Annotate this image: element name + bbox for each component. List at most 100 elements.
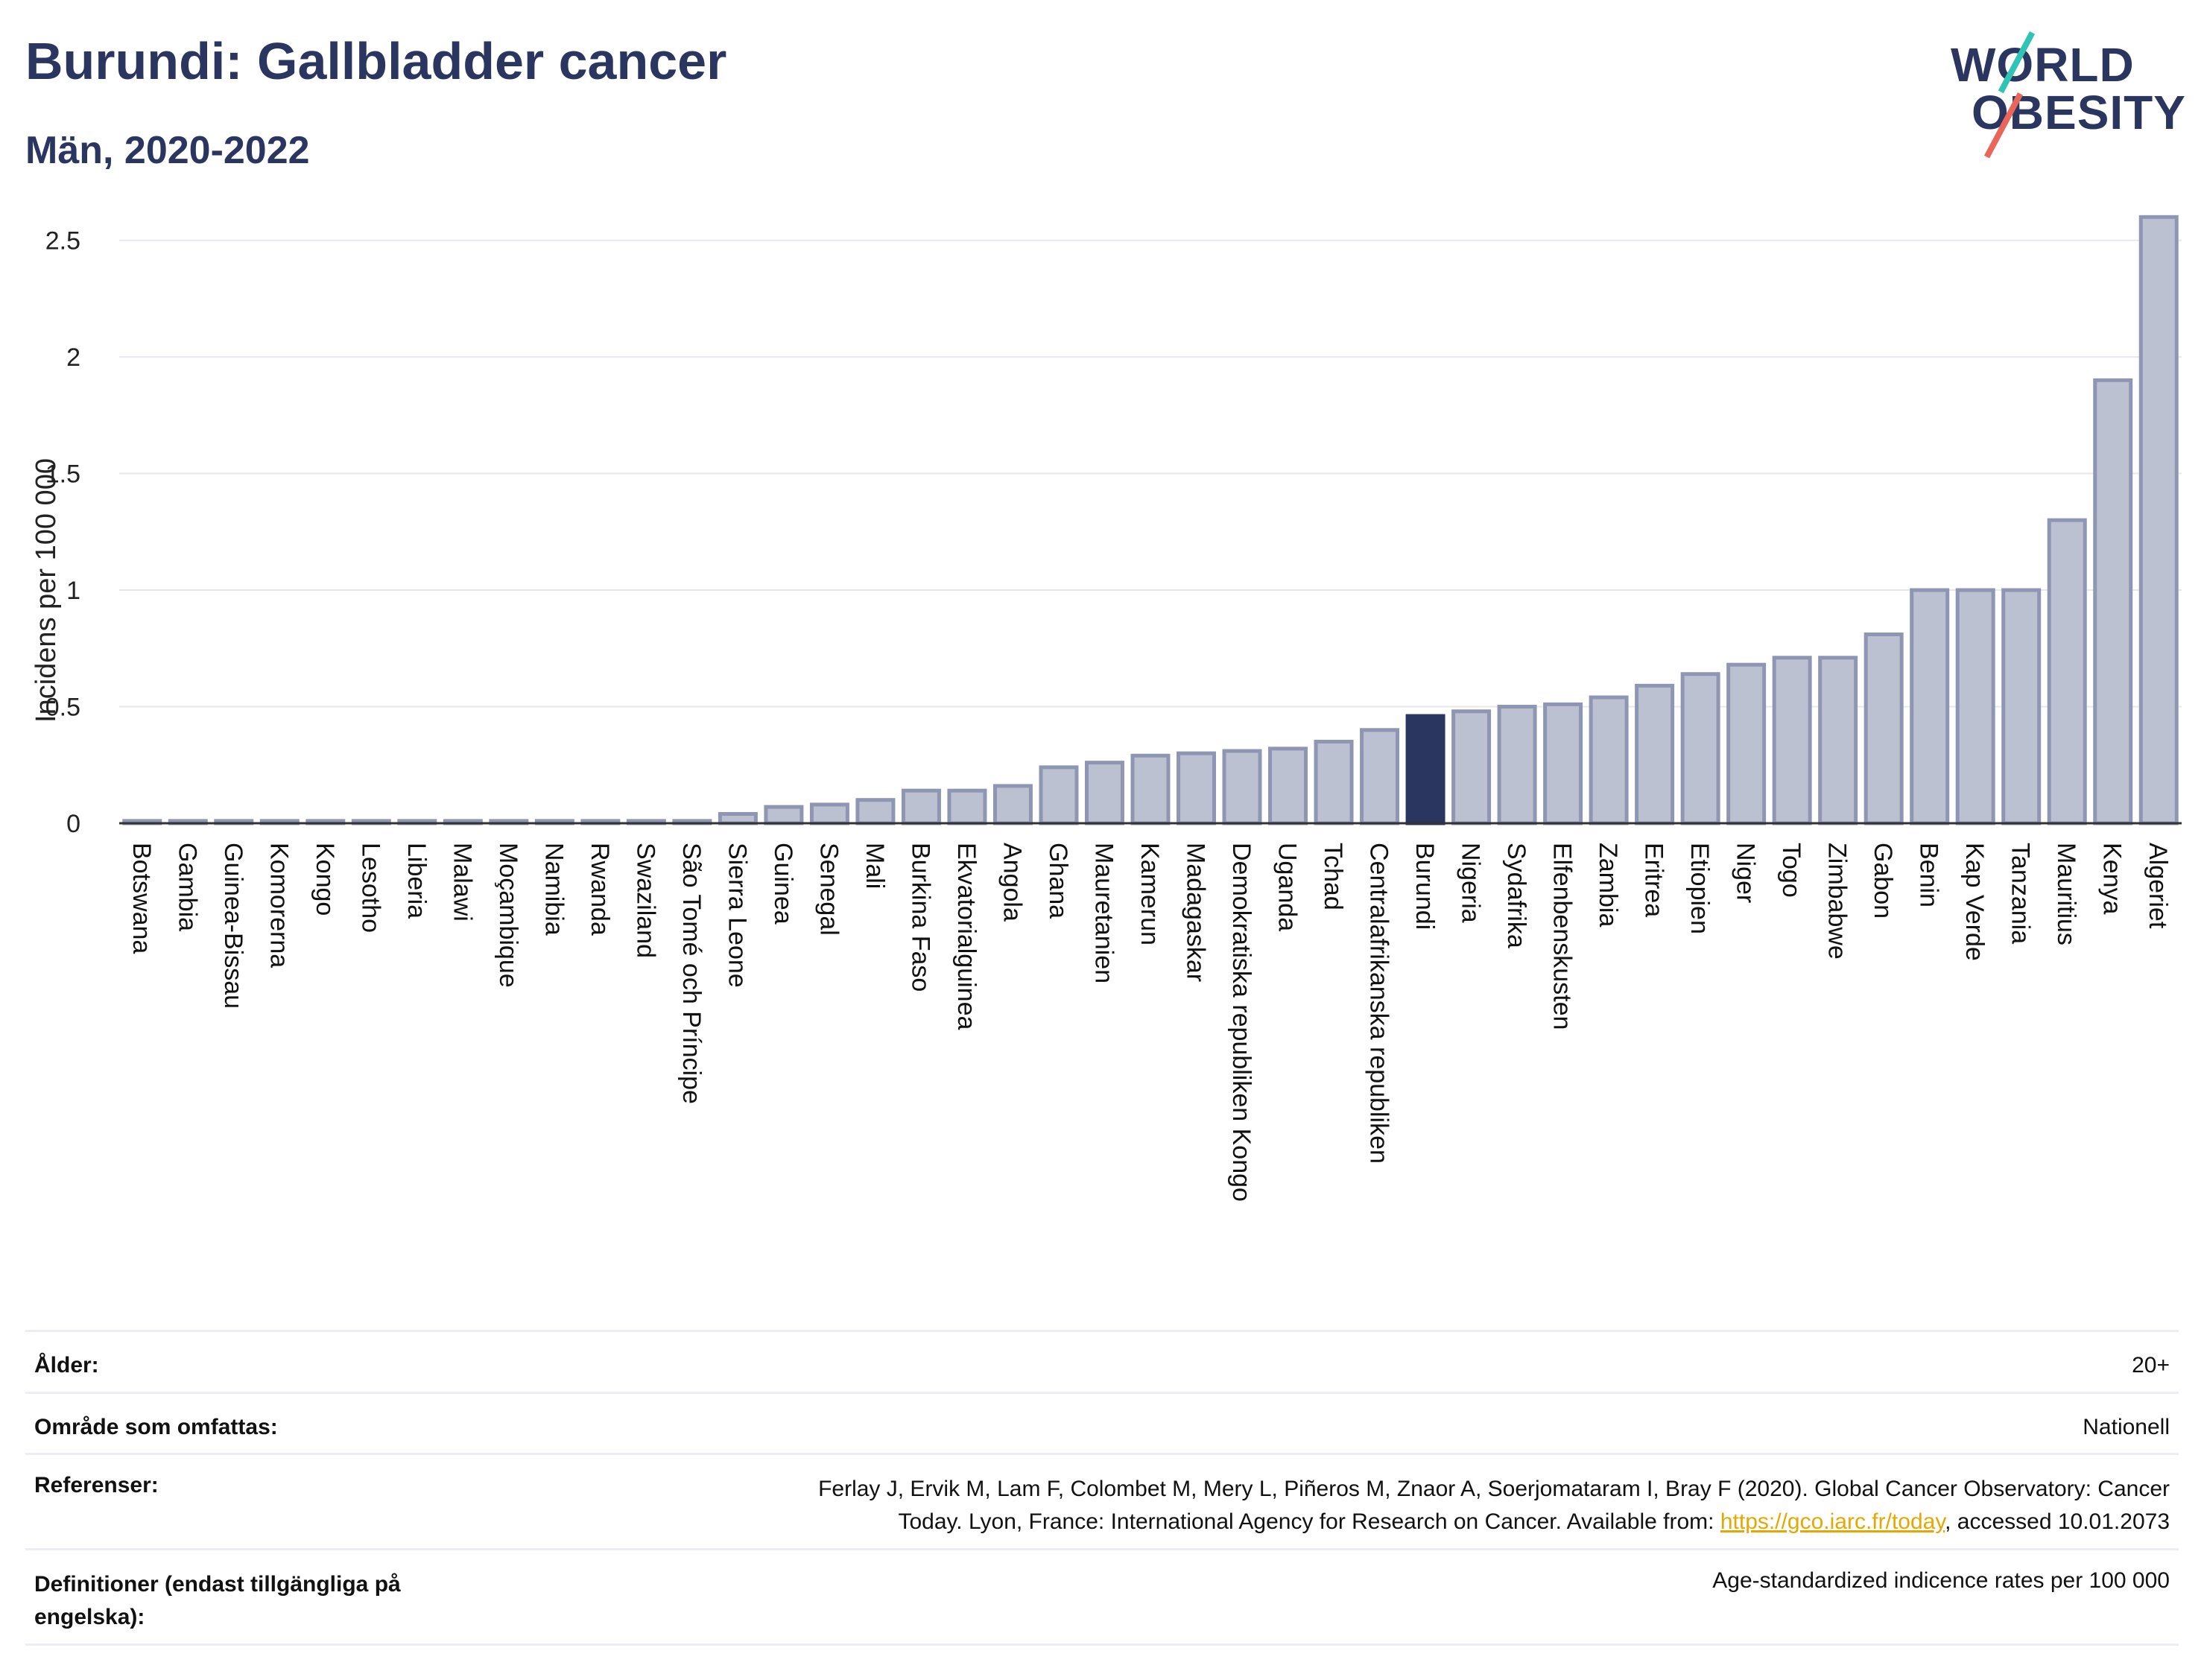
bar-chart: 0 0.5 1 1.5 2 2.5 Incidens per 100 000 Botswana… (31, 215, 2182, 1202)
references-label: Referenser: (34, 1473, 159, 1497)
bar (764, 805, 804, 825)
x-tick-label: Burundi (1410, 843, 1439, 930)
bar (809, 802, 849, 825)
references-value: Ferlay J, Ervik M, Lam F, Colombet M, Me… (818, 1473, 2170, 1538)
y-tick-label: 0.5 (45, 694, 80, 722)
bar (901, 788, 941, 825)
x-tick-label: Moçambique (494, 843, 522, 988)
logo-word-1: WORLD (1951, 38, 2135, 92)
y-tick-label: 2 (66, 343, 80, 372)
y-tick-label: 1.5 (45, 460, 80, 489)
x-tick-label: Mauritius (2052, 843, 2080, 945)
info-row-definitions: Definitioner (endast tillgängliga på eng… (25, 1548, 2179, 1646)
x-tick-label: Demokratiska republiken Kongo (1227, 843, 1255, 1202)
x-tick-label: Gabon (1869, 843, 1897, 919)
x-tick-label: Elfenbenskusten (1548, 843, 1577, 1030)
x-tick-label: Namibia (539, 843, 568, 936)
x-tick-label: Mauretanien (1089, 843, 1118, 983)
x-tick-label: Liberia (402, 843, 431, 919)
x-tick-label: Burkina Faso (906, 843, 934, 992)
y-tick-label: 2.5 (45, 227, 80, 256)
bar (2047, 518, 2087, 825)
x-tick-label: Sierra Leone (723, 843, 751, 988)
reference-line-2: Today. Lyon, France: International Agenc… (818, 1506, 2170, 1538)
x-tick-label: Senegal (814, 843, 843, 936)
area-value: Nationell (2083, 1415, 2170, 1439)
x-tick-label: São Tomé och Príncipe (677, 843, 706, 1104)
x-tick-label: Kap Verde (1960, 843, 1989, 961)
bar (1268, 747, 1308, 825)
bar (1589, 695, 1629, 825)
reference-link[interactable]: https://gco.iarc.fr/today (1720, 1509, 1945, 1534)
x-tick-label: Tanzania (2007, 843, 2035, 944)
bar (1084, 761, 1124, 825)
x-tick-label: Komorerna (265, 843, 293, 968)
x-tick-label: Sydafrika (1502, 843, 1530, 948)
bar (1955, 588, 1995, 825)
bar (1039, 765, 1079, 825)
x-tick-label: Kenya (2098, 843, 2127, 914)
x-tick-label: Madagaskar (1182, 843, 1210, 982)
bar (992, 784, 1033, 825)
y-axis-label: Incidens per 100 000 (31, 458, 62, 723)
x-tick-label: Lesotho (356, 843, 384, 933)
x-tick-label: Nigeria (1457, 843, 1485, 923)
bar (1726, 662, 1767, 825)
definitions-label-line-2: engelska): (34, 1605, 145, 1629)
bar (1451, 709, 1492, 825)
x-tick-label: Eritrea (1640, 843, 1668, 917)
x-tick-label: Centralafrikanska republiken (1365, 843, 1393, 1164)
chart-title: Burundi: Gallbladder cancer (25, 32, 727, 90)
x-tick-label: Etiopien (1685, 843, 1714, 934)
bar (1360, 728, 1400, 825)
bar-highlight (1405, 714, 1445, 825)
bar (1910, 588, 1950, 825)
x-tick-label: Ghana (1044, 843, 1072, 919)
x-tick-label: Gambia (173, 843, 201, 931)
reference-text: Today. Lyon, France: International Agenc… (898, 1509, 1720, 1534)
bar (855, 798, 896, 825)
bar (2093, 378, 2133, 825)
bar (1543, 702, 1583, 825)
bar (1130, 753, 1171, 825)
bar (947, 788, 987, 825)
x-tick-label: Togo (1777, 843, 1805, 898)
x-tick-label: Botswana (127, 843, 156, 954)
x-tick-label: Tchad (1319, 843, 1347, 910)
x-tick-label: Ekvatorialguinea (952, 843, 981, 1030)
bar (1497, 705, 1537, 825)
x-tick-label: Benin (1915, 843, 1943, 907)
definitions-label: Definitioner (endast tillgängliga på eng… (34, 1568, 401, 1634)
area-label: Område som omfattas: (34, 1415, 278, 1439)
bar (1818, 656, 1858, 825)
info-row-area: Område som omfattas: Nationell (25, 1392, 2179, 1454)
x-tick-label: Swaziland (631, 843, 659, 958)
x-tick-label: Niger (1732, 843, 1760, 903)
age-value: 20+ (2132, 1353, 2170, 1378)
bar (1680, 672, 1720, 825)
bar (1314, 739, 1354, 825)
definitions-value: Age-standardized indicence rates per 100… (1712, 1568, 2170, 1593)
bar (2138, 215, 2179, 825)
x-tick-label: Guinea (769, 843, 797, 925)
x-tick-label: Algeriet (2144, 843, 2172, 929)
x-tick-label: Kongo (311, 843, 339, 916)
x-tick-label: Angola (998, 843, 1026, 922)
x-tick-label: Guinea-Bissau (219, 843, 247, 1009)
reference-accessed: , accessed 10.01.2073 (1945, 1509, 2170, 1534)
x-tick-label: Kamerun (1136, 843, 1164, 945)
world-obesity-logo: WORLD OBESITY (1937, 30, 2185, 164)
bar (718, 811, 758, 825)
definitions-label-line-1: Definitioner (endast tillgängliga på (34, 1572, 401, 1597)
bar (1863, 633, 1904, 825)
age-label: Ålder: (34, 1353, 99, 1378)
bar (1635, 683, 1675, 825)
chart-subtitle: Män, 2020-2022 (25, 129, 310, 172)
x-tick-label: Malawi (448, 843, 476, 922)
x-tick-label: Uganda (1273, 843, 1302, 931)
bar (1222, 749, 1262, 825)
bar (2001, 588, 2042, 825)
y-tick-label: 1 (66, 577, 80, 605)
bar (1177, 751, 1217, 825)
x-tick-label: Zambia (1594, 843, 1622, 927)
